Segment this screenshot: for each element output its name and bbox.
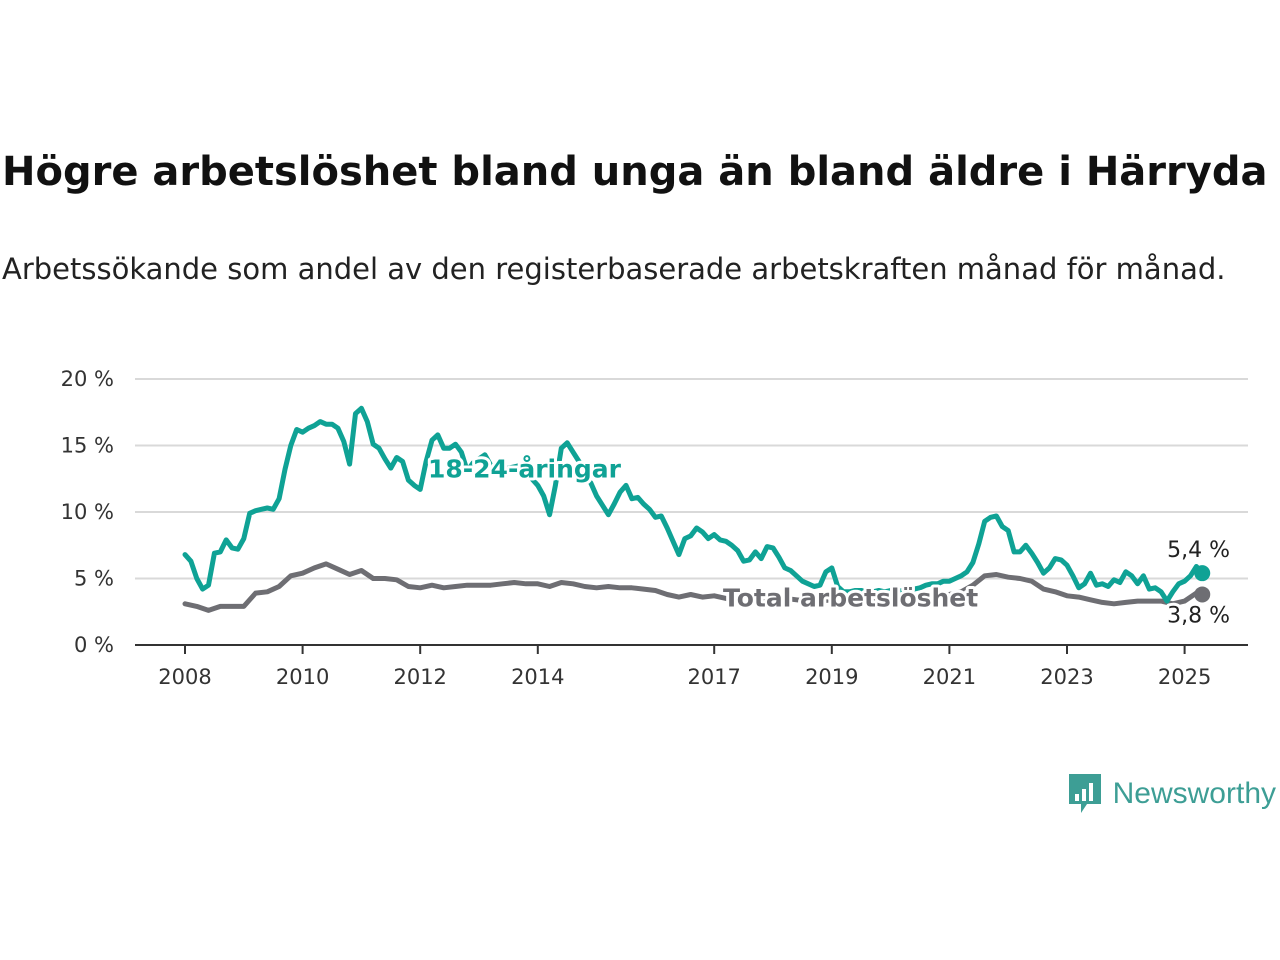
series-line-total <box>182 561 1205 613</box>
end-dot-young <box>1194 565 1211 582</box>
y-tick-label: 0 % <box>74 633 114 657</box>
y-tick-label: 15 % <box>61 434 114 458</box>
y-tick-label: 10 % <box>61 500 114 524</box>
brand-logo: Newsworthy <box>1067 772 1276 816</box>
chart-title: Högre arbetslöshet bland unga än bland ä… <box>2 149 1268 195</box>
end-label-young: 5,4 % <box>1167 538 1230 563</box>
grid-lines <box>135 378 1248 580</box>
end-dot-total <box>1194 586 1211 603</box>
x-tick-label: 2023 <box>1040 665 1093 689</box>
y-tick-label: 5 % <box>74 567 114 591</box>
series-label-young: 18-24-åringar <box>428 454 622 483</box>
series-label-total: Total arbetslöshet <box>723 583 978 612</box>
x-tick-label: 2017 <box>687 665 740 689</box>
x-tick-label: 2010 <box>276 665 329 689</box>
line-chart: 0 % 5 % 10 % 15 % 20 % 2008 2010 2012 2014 2017 20… <box>61 367 1248 689</box>
series-line-young <box>182 405 1205 604</box>
x-tick-label: 2019 <box>805 665 858 689</box>
axes: 0 % 5 % 10 % 15 % 20 % 2008 2010 2012 2014 2017 20… <box>61 367 1248 689</box>
series-lines <box>182 405 1205 613</box>
x-tick-label: 2025 <box>1158 665 1211 689</box>
newsworthy-logo-icon <box>1068 774 1101 813</box>
series-labels: 18-24-åringar Total arbetslöshet 5,4 % 3,8 … <box>425 451 1233 631</box>
x-tick-label: 2012 <box>393 665 446 689</box>
x-tick-label: 2021 <box>923 665 976 689</box>
end-label-total: 3,8 % <box>1167 603 1230 628</box>
y-tick-label: 20 % <box>61 367 114 391</box>
brand-name: Newsworthy <box>1112 777 1276 810</box>
x-tick-label: 2014 <box>511 665 564 689</box>
x-tick-label: 2008 <box>158 665 211 689</box>
chart-subtitle: Arbetssökande som andel av den registerb… <box>2 252 1226 286</box>
